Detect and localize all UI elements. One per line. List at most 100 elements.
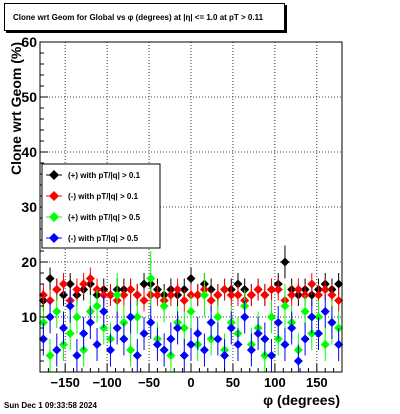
data-point: [186, 274, 196, 283]
data-point: [293, 356, 303, 366]
data-point: [52, 307, 62, 316]
y-tick-label: 60: [21, 34, 37, 50]
data-point: [334, 340, 344, 349]
data-point: [159, 345, 169, 355]
y-tick-label: 40: [21, 144, 37, 160]
data-point: [267, 285, 277, 294]
legend-marker: [49, 170, 59, 180]
data-point: [179, 296, 189, 305]
data-point: [320, 340, 330, 349]
data-point: [139, 296, 149, 305]
data-point: [126, 285, 136, 294]
legend-item: (+) with pT/|q| > 0.5: [46, 212, 141, 222]
data-point: [193, 290, 203, 300]
data-point: [119, 334, 129, 344]
data-point: [72, 285, 82, 294]
data-point: [246, 290, 256, 300]
data-point: [307, 312, 317, 322]
data-point: [159, 301, 169, 311]
data-point: [132, 351, 142, 360]
data-point: [220, 285, 230, 294]
data-point: [300, 307, 310, 316]
x-tick-label: 50: [226, 375, 240, 390]
data-point: [166, 290, 176, 300]
data-point: [267, 351, 277, 360]
data-point: [112, 290, 122, 300]
axis-ticks: −150 −100 −50 0 50 100 150 10 20 30 40 50 60: [21, 34, 335, 390]
data-point: [58, 279, 68, 289]
data-point: [58, 323, 68, 333]
data-point: [79, 329, 89, 338]
data-point: [246, 345, 256, 355]
data-point: [287, 290, 297, 300]
data-point: [45, 274, 55, 283]
series-4: [38, 289, 344, 372]
data-point: [314, 290, 324, 300]
data-point: [334, 296, 344, 305]
data-point: [139, 329, 149, 338]
data-point: [206, 318, 216, 327]
y-tick-label: 50: [21, 89, 37, 105]
x-tick-label: 150: [306, 375, 328, 390]
data-point: [65, 329, 75, 338]
data-point: [193, 329, 203, 338]
data-point: [119, 290, 129, 300]
data-point: [52, 285, 62, 294]
data-point: [139, 279, 149, 289]
data-point: [65, 301, 75, 311]
legend-label: (+) with pT/|q| > 0.5: [68, 213, 141, 222]
data-point: [65, 279, 75, 289]
data-point: [85, 274, 95, 283]
data-point: [45, 312, 55, 322]
data-point: [240, 312, 250, 322]
data-point: [260, 334, 270, 344]
legend-item: (-) with pT/|q| > 0.5: [46, 233, 139, 243]
x-tick-label: −100: [92, 375, 121, 390]
data-point: [287, 323, 297, 333]
data-point: [92, 340, 102, 349]
legend-item: (-) with pT/|q| > 0.1: [46, 191, 139, 201]
data-point: [314, 329, 324, 338]
data-point: [260, 290, 270, 300]
x-tick-label: 0: [187, 375, 194, 390]
legend-label: (-) with pT/|q| > 0.1: [68, 192, 139, 201]
data-point: [152, 340, 162, 349]
data-point: [173, 285, 183, 294]
legend-label: (-) with pT/|q| > 0.5: [68, 234, 139, 243]
y-axis-label: Clone wrt Geom (%): [8, 42, 24, 175]
y-tick-label: 30: [21, 199, 37, 215]
data-point: [273, 285, 283, 294]
data-point: [213, 290, 223, 300]
data-point: [179, 323, 189, 333]
data-point: [273, 318, 283, 327]
data-point: [126, 345, 136, 355]
data-point: [152, 290, 162, 300]
legend-box: [41, 163, 161, 249]
data-point: [85, 318, 95, 327]
data-point: [233, 340, 243, 349]
legend-marker: [49, 191, 59, 201]
data-point: [126, 312, 136, 322]
data-point: [253, 329, 263, 338]
data-point: [45, 351, 55, 360]
data-point: [253, 285, 263, 294]
data-point: [92, 301, 102, 311]
data-point: [280, 340, 290, 349]
data-point: [280, 257, 290, 267]
data-point: [52, 345, 62, 355]
data-point: [199, 290, 209, 300]
data-point: [334, 279, 344, 289]
data-point: [112, 323, 122, 333]
chart-title: Clone wrt Geom for Global vs φ (degrees)…: [4, 3, 285, 31]
data-point: [99, 307, 109, 316]
data-point: [280, 301, 290, 311]
data-point: [105, 290, 115, 300]
data-point: [72, 312, 82, 322]
x-axis-label: φ (degrees): [263, 392, 340, 408]
data-point: [105, 345, 115, 355]
data-point: [300, 334, 310, 344]
data-point: [213, 334, 223, 344]
data-point: [132, 312, 142, 322]
